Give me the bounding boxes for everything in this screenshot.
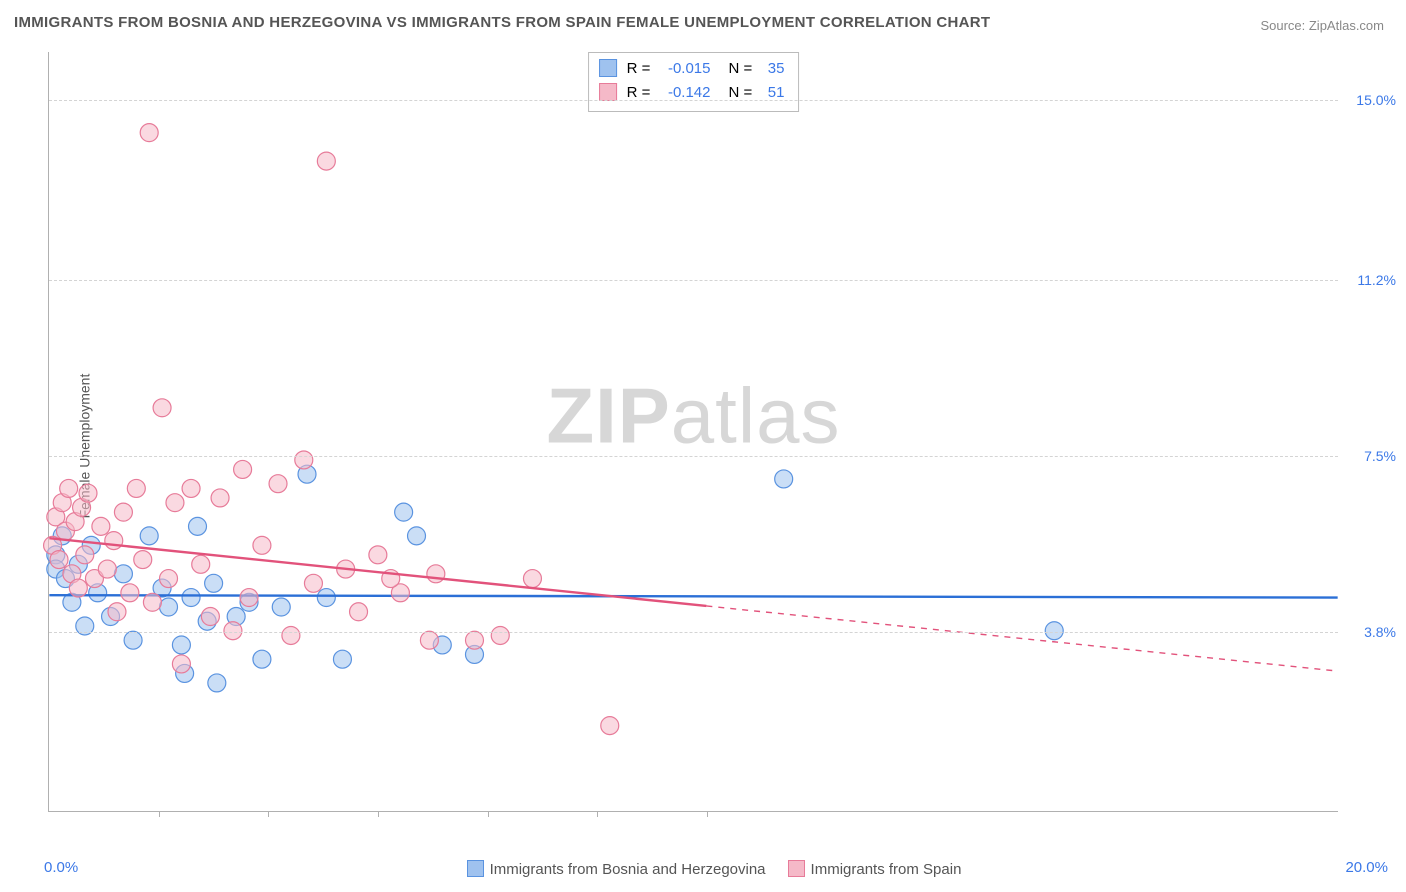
data-point xyxy=(114,503,132,521)
y-tick-label: 11.2% xyxy=(1346,272,1396,288)
legend-series: Immigrants from Spain xyxy=(766,861,962,878)
data-point xyxy=(211,489,229,507)
legend-n-value: 51 xyxy=(756,81,784,105)
data-point xyxy=(172,655,190,673)
legend-n-label: N = xyxy=(729,84,757,101)
legend-series: Immigrants from Bosnia and Herzegovina xyxy=(445,861,766,878)
data-point xyxy=(121,584,139,602)
legend-swatch xyxy=(599,83,617,101)
gridline xyxy=(49,100,1338,101)
data-point xyxy=(60,479,78,497)
gridline xyxy=(49,632,1338,633)
x-tick xyxy=(707,811,708,817)
legend-swatch xyxy=(467,860,484,877)
data-point xyxy=(92,517,110,535)
x-tick xyxy=(488,811,489,817)
legend-n-value: 35 xyxy=(756,57,784,81)
gridline xyxy=(49,280,1338,281)
data-point xyxy=(466,631,484,649)
gridline xyxy=(49,456,1338,457)
data-point xyxy=(272,598,290,616)
legend-row: R = -0.015 N = 35 xyxy=(599,57,785,81)
y-tick-label: 3.8% xyxy=(1346,624,1396,640)
data-point xyxy=(420,631,438,649)
data-point xyxy=(79,484,97,502)
data-point xyxy=(172,636,190,654)
data-point xyxy=(160,570,178,588)
data-point xyxy=(317,589,335,607)
source-link[interactable]: ZipAtlas.com xyxy=(1309,18,1384,33)
data-point xyxy=(153,399,171,417)
data-point xyxy=(140,527,158,545)
data-point xyxy=(491,626,509,644)
data-point xyxy=(601,717,619,735)
legend-row: R = -0.142 N = 51 xyxy=(599,81,785,105)
legend-r-value: -0.142 xyxy=(655,81,711,105)
data-point xyxy=(234,460,252,478)
x-tick xyxy=(597,811,598,817)
chart-svg xyxy=(49,52,1338,811)
data-point xyxy=(775,470,793,488)
data-point xyxy=(201,608,219,626)
y-tick-label: 7.5% xyxy=(1346,448,1396,464)
legend-r-label: R = xyxy=(627,60,655,77)
data-point xyxy=(140,124,158,142)
x-tick xyxy=(159,811,160,817)
data-point xyxy=(408,527,426,545)
data-point xyxy=(114,565,132,583)
data-point xyxy=(182,479,200,497)
data-point xyxy=(160,598,178,616)
x-tick xyxy=(268,811,269,817)
y-tick-label: 15.0% xyxy=(1346,92,1396,108)
data-point xyxy=(208,674,226,692)
data-point xyxy=(253,536,271,554)
data-point xyxy=(134,551,152,569)
legend-swatch xyxy=(788,860,805,877)
data-point xyxy=(205,574,223,592)
correlation-legend: R = -0.015 N = 35 R = -0.142 N = 51 xyxy=(588,52,800,112)
legend-r-label: R = xyxy=(627,84,655,101)
data-point xyxy=(317,152,335,170)
data-point xyxy=(253,650,271,668)
data-point xyxy=(427,565,445,583)
data-point xyxy=(69,579,87,597)
legend-series-label: Immigrants from Bosnia and Herzegovina xyxy=(490,861,766,878)
data-point xyxy=(333,650,351,668)
source-attribution: Source: ZipAtlas.com xyxy=(1260,18,1384,33)
data-point xyxy=(350,603,368,621)
data-point xyxy=(269,475,287,493)
data-point xyxy=(395,503,413,521)
data-point xyxy=(98,560,116,578)
data-point xyxy=(295,451,313,469)
data-point xyxy=(304,574,322,592)
data-point xyxy=(143,593,161,611)
chart-title: IMMIGRANTS FROM BOSNIA AND HERZEGOVINA V… xyxy=(14,14,990,31)
legend-n-label: N = xyxy=(729,60,757,77)
legend-r-value: -0.015 xyxy=(655,57,711,81)
x-tick xyxy=(378,811,379,817)
legend-series-label: Immigrants from Spain xyxy=(811,861,962,878)
data-point xyxy=(108,603,126,621)
data-point xyxy=(192,555,210,573)
trend-line-extrapolated xyxy=(706,606,1337,671)
data-point xyxy=(240,589,258,607)
data-point xyxy=(369,546,387,564)
data-point xyxy=(127,479,145,497)
source-prefix: Source: xyxy=(1260,18,1308,33)
series-legend: Immigrants from Bosnia and Herzegovina Im… xyxy=(0,860,1406,878)
data-point xyxy=(182,589,200,607)
data-point xyxy=(105,532,123,550)
data-point xyxy=(282,626,300,644)
data-point xyxy=(50,551,68,569)
data-point xyxy=(124,631,142,649)
data-point xyxy=(189,517,207,535)
chart-plot-area: ZIPatlas R = -0.015N = 35R = -0.142N = 5… xyxy=(48,52,1338,812)
legend-swatch xyxy=(599,59,617,77)
data-point xyxy=(76,546,94,564)
data-point xyxy=(166,494,184,512)
data-point xyxy=(523,570,541,588)
